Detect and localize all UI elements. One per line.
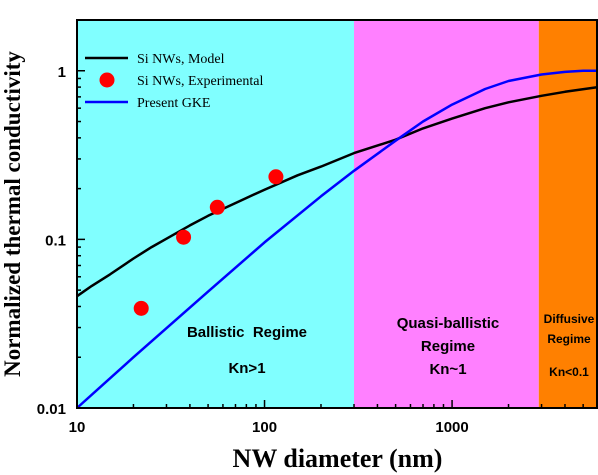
- region-0-label-0: Ballistic Regime: [187, 324, 307, 341]
- regime-regions: [77, 20, 598, 408]
- region-2-label-0: Diffusive: [544, 312, 595, 326]
- region-1-label-2: Kn~1: [429, 361, 466, 378]
- y-tick-label-0: 0.01: [37, 401, 66, 418]
- x-axis-label: NW diameter (nm): [233, 444, 443, 473]
- regime-labels: Ballistic Regime Kn>1 Quasi-ballistic Regim…: [187, 312, 595, 379]
- y-axis-label: Normalized thermal conductivity: [0, 51, 25, 377]
- legend-label-0: Si NWs, Model: [137, 52, 225, 67]
- x-tick-label-0: 10: [69, 419, 86, 436]
- y-tick-label-1: 0.1: [45, 232, 66, 249]
- legend: Si NWs, Model Si NWs, Experimental Present…: [85, 52, 263, 111]
- axis-ticks: 10 100 1000 0.01 0.1 1: [37, 19, 598, 436]
- data-series: [76, 69, 598, 409]
- legend-swatch-1: [99, 72, 115, 88]
- region-1-label-1: Regime: [421, 338, 475, 355]
- plot-frame: [76, 19, 598, 409]
- legend-label-2: Present GKE: [137, 96, 211, 111]
- data-point-0: [133, 300, 149, 316]
- series-line-0: [76, 85, 598, 298]
- region-2-label-2: Kn<0.1: [549, 365, 589, 379]
- region-0-label-1: Kn>1: [228, 360, 265, 377]
- region-2: [538, 20, 598, 408]
- y-tick-label-2: 1: [58, 64, 66, 81]
- legend-label-1: Si NWs, Experimental: [137, 74, 263, 89]
- x-tick-label-2: 1000: [435, 419, 468, 436]
- series-line-2: [76, 69, 598, 409]
- region-1: [354, 20, 539, 408]
- region-1-label-0: Quasi-ballistic: [397, 315, 500, 332]
- region-2-label-1: Regime: [547, 332, 591, 346]
- data-point-1: [176, 229, 192, 245]
- x-tick-label-1: 100: [252, 419, 277, 436]
- data-point-3: [268, 169, 284, 185]
- data-point-2: [209, 199, 225, 215]
